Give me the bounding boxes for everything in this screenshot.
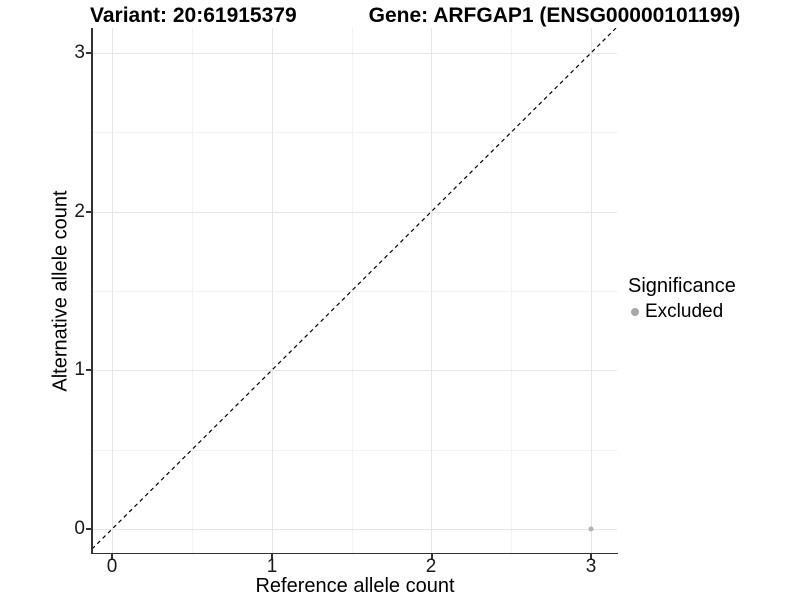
legend-item-label: Excluded [645, 301, 724, 322]
legend-key-dot-icon [631, 308, 639, 316]
x-tick-label: 1 [266, 556, 278, 577]
y-tick-label: 0 [74, 518, 85, 539]
x-tick-mark [431, 554, 433, 560]
y-axis-line [91, 28, 93, 554]
y-tick-label: 1 [74, 359, 85, 380]
gridline-minor-y [92, 132, 617, 133]
gridline-major-x [591, 28, 592, 553]
y-tick-mark [86, 528, 92, 530]
plot-title-variant: Variant: 20:61915379 [90, 4, 297, 27]
y-tick-mark [86, 52, 92, 54]
x-axis-title: Reference allele count [255, 575, 455, 597]
plot-panel [92, 28, 617, 553]
gridline-major-y [92, 212, 617, 213]
x-tick-label: 3 [585, 556, 597, 577]
gridline-major-y [92, 53, 617, 54]
x-tick-mark [111, 554, 113, 560]
gridline-major-x [431, 28, 432, 553]
identity-reference-line [92, 28, 617, 550]
y-tick-mark [86, 369, 92, 371]
legend-item-excluded: Excluded [631, 301, 736, 323]
gridline-minor-x [192, 28, 193, 553]
gridline-major-x [272, 28, 273, 553]
gridline-major-y [92, 370, 617, 371]
data-point-excluded [588, 526, 594, 532]
y-tick-mark [86, 211, 92, 213]
y-axis-title: Alternative allele count [49, 190, 72, 392]
gridline-major-x [112, 28, 113, 553]
legend-title: Significance [628, 275, 736, 297]
x-tick-mark [271, 554, 273, 560]
gridline-minor-x [352, 28, 353, 553]
gridline-major-y [92, 529, 617, 530]
x-tick-label: 0 [106, 556, 118, 577]
gridline-minor-y [92, 450, 617, 451]
plot-title: Variant: 20:61915379 Gene: ARFGAP1 (ENSG… [90, 4, 740, 28]
legend: Significance Excluded [628, 275, 736, 323]
gridline-minor-y [92, 291, 617, 292]
plot-title-gene: Gene: ARFGAP1 (ENSG00000101199) [368, 4, 741, 27]
x-tick-mark [590, 554, 592, 560]
x-axis-line [91, 552, 618, 554]
y-tick-label: 3 [74, 42, 85, 63]
gridline-minor-x [511, 28, 512, 553]
y-tick-label: 2 [74, 201, 85, 222]
x-tick-label: 2 [425, 556, 437, 577]
